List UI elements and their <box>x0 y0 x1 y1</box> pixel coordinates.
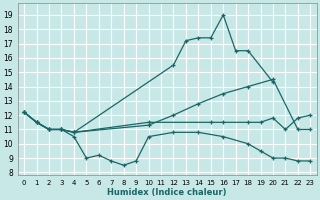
X-axis label: Humidex (Indice chaleur): Humidex (Indice chaleur) <box>108 188 227 197</box>
